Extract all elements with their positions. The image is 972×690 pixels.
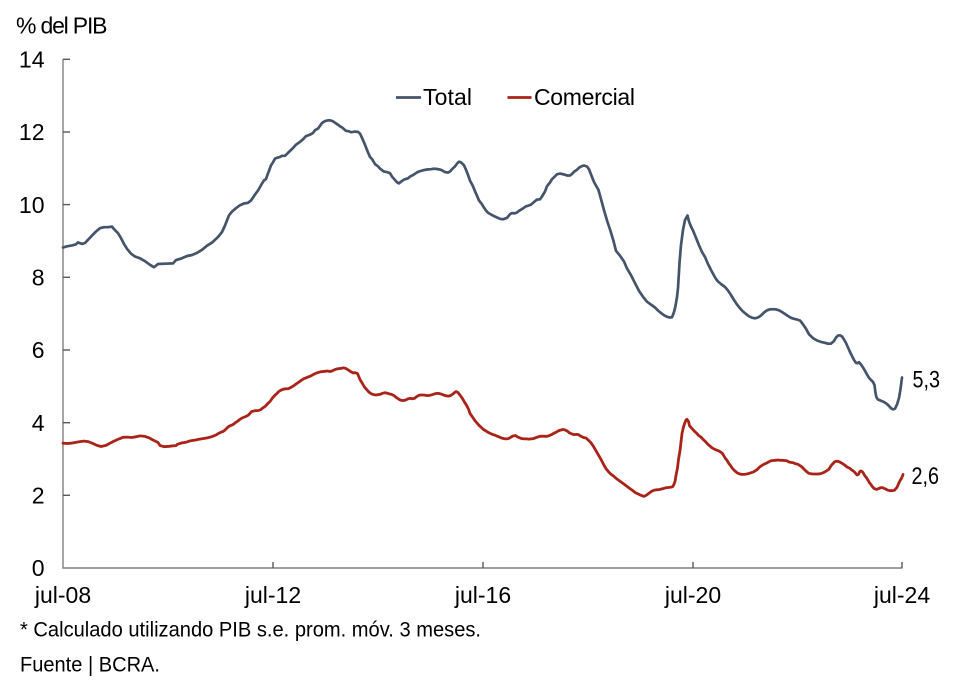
svg-text:2,6: 2,6 xyxy=(912,463,940,490)
svg-text:10: 10 xyxy=(19,192,45,218)
svg-text:6: 6 xyxy=(32,337,45,363)
svg-text:0: 0 xyxy=(32,555,45,581)
svg-text:Comercial: Comercial xyxy=(534,84,635,110)
svg-text:jul-24: jul-24 xyxy=(873,582,930,608)
svg-text:jul-12: jul-12 xyxy=(244,582,301,608)
svg-text:* Calculado utilizando PIB s.e: * Calculado utilizando PIB s.e. prom. mó… xyxy=(20,618,481,642)
svg-text:jul-16: jul-16 xyxy=(454,582,511,608)
svg-text:jul-20: jul-20 xyxy=(664,582,721,608)
svg-text:8: 8 xyxy=(32,265,45,291)
svg-text:jul-08: jul-08 xyxy=(34,582,91,608)
svg-text:4: 4 xyxy=(32,410,45,436)
svg-text:5,3: 5,3 xyxy=(913,367,941,394)
svg-text:12: 12 xyxy=(19,119,45,145)
svg-text:Fuente | BCRA.: Fuente | BCRA. xyxy=(20,653,160,677)
svg-text:Total: Total xyxy=(423,84,472,110)
svg-text:2: 2 xyxy=(32,483,45,509)
svg-text:% del PIB: % del PIB xyxy=(16,13,108,39)
svg-text:14: 14 xyxy=(19,47,45,73)
